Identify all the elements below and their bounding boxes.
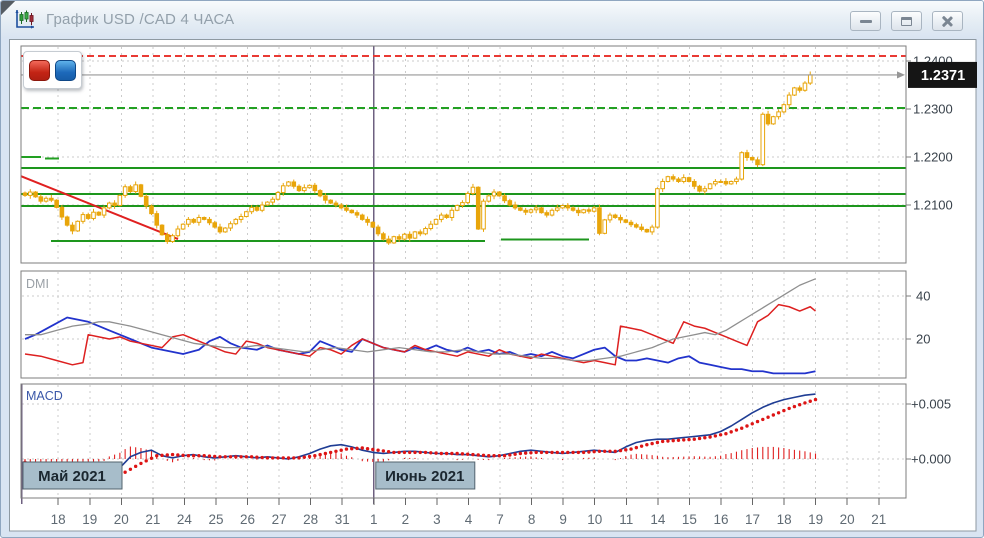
- maximize-button[interactable]: [891, 11, 922, 31]
- svg-text:25: 25: [208, 512, 223, 527]
- window-controls: [850, 11, 963, 31]
- svg-text:16: 16: [713, 512, 728, 527]
- svg-text:14: 14: [650, 512, 666, 527]
- dmi-plus_di-line: [24, 316, 816, 375]
- svg-text:18: 18: [777, 512, 792, 527]
- svg-text:21: 21: [145, 512, 160, 527]
- macd-panel-border: [20, 383, 907, 499]
- svg-text:1.2300: 1.2300: [913, 102, 953, 117]
- svg-text:26: 26: [240, 512, 255, 527]
- price-levels: [21, 55, 906, 243]
- svg-text:11: 11: [619, 512, 633, 527]
- svg-text:31: 31: [335, 512, 350, 527]
- month-label-box: Май 2021: [22, 461, 123, 490]
- svg-text:4: 4: [465, 512, 473, 527]
- month-label-box: Июнь 2021: [375, 461, 476, 490]
- minimize-button[interactable]: [850, 11, 881, 31]
- close-icon: [941, 16, 954, 27]
- dmi-panel-border: [20, 270, 907, 379]
- toolbar-red-marker-button[interactable]: [29, 59, 50, 81]
- macd-panel-label: MACD: [26, 389, 63, 403]
- svg-text:1.2100: 1.2100: [913, 198, 953, 213]
- maximize-icon: [901, 16, 912, 26]
- svg-text:2: 2: [402, 512, 410, 527]
- current-price-box: 1.2371: [908, 61, 977, 88]
- trendline[interactable]: [20, 175, 179, 241]
- svg-text:28: 28: [303, 512, 318, 527]
- svg-text:40: 40: [916, 289, 930, 304]
- chart-content: DMI MACD 1.2400 1.2300 1.2200 1.2100 40 20 +0.00…: [9, 39, 977, 532]
- svg-text:Июнь 2021: Июнь 2021: [385, 468, 464, 485]
- titlebar[interactable]: График USD /CAD 4 ЧАСА: [1, 1, 983, 38]
- svg-text:9: 9: [559, 512, 567, 527]
- dmi-adx-line: [25, 278, 816, 362]
- svg-text:24: 24: [177, 512, 193, 527]
- svg-text:20: 20: [114, 512, 129, 527]
- month-separators: [20, 46, 375, 504]
- price-panel-border: [20, 45, 907, 264]
- svg-text:1.2371: 1.2371: [921, 68, 965, 84]
- macd-signal-dots: [23, 397, 818, 480]
- svg-text:20: 20: [916, 332, 930, 347]
- svg-text:+0.005: +0.005: [911, 397, 951, 412]
- dmi-panel-label: DMI: [26, 277, 49, 291]
- close-button[interactable]: [932, 11, 963, 31]
- chart-mini-toolbar: [23, 51, 82, 89]
- svg-text:7: 7: [496, 512, 504, 527]
- chart-canvas[interactable]: DMIMACD1.24001.23001.22001.21004020+0.00…: [9, 39, 977, 532]
- svg-text:17: 17: [745, 512, 760, 527]
- svg-text:21: 21: [871, 512, 886, 527]
- dmi-series: [24, 278, 816, 375]
- content-border: [9, 39, 977, 532]
- candlestick-series[interactable]: [22, 71, 813, 245]
- svg-text:19: 19: [808, 512, 823, 527]
- svg-text:1.2200: 1.2200: [913, 150, 953, 165]
- svg-text:+0.000: +0.000: [911, 451, 951, 466]
- svg-text:10: 10: [587, 512, 602, 527]
- svg-text:18: 18: [51, 512, 66, 527]
- svg-text:3: 3: [433, 512, 441, 527]
- toolbar-blue-marker-button[interactable]: [55, 59, 76, 81]
- svg-text:19: 19: [82, 512, 97, 527]
- minimize-icon: [859, 19, 872, 23]
- dmi-minus_di-line: [24, 303, 816, 366]
- svg-text:Май 2021: Май 2021: [38, 468, 106, 485]
- svg-text:20: 20: [840, 512, 855, 527]
- svg-text:1: 1: [370, 512, 378, 527]
- window-title: График USD /CAD 4 ЧАСА: [46, 11, 235, 28]
- candlestick-chart-icon: [15, 9, 34, 29]
- svg-text:27: 27: [272, 512, 287, 527]
- svg-text:15: 15: [682, 512, 697, 527]
- date-axis: 18 19 20 21 24 25 26 27 28 31 1 2 3 4 7 8 9 10 11 14 15 16 17 1…: [51, 498, 886, 527]
- current-price-line: [21, 71, 905, 79]
- svg-text:8: 8: [528, 512, 536, 527]
